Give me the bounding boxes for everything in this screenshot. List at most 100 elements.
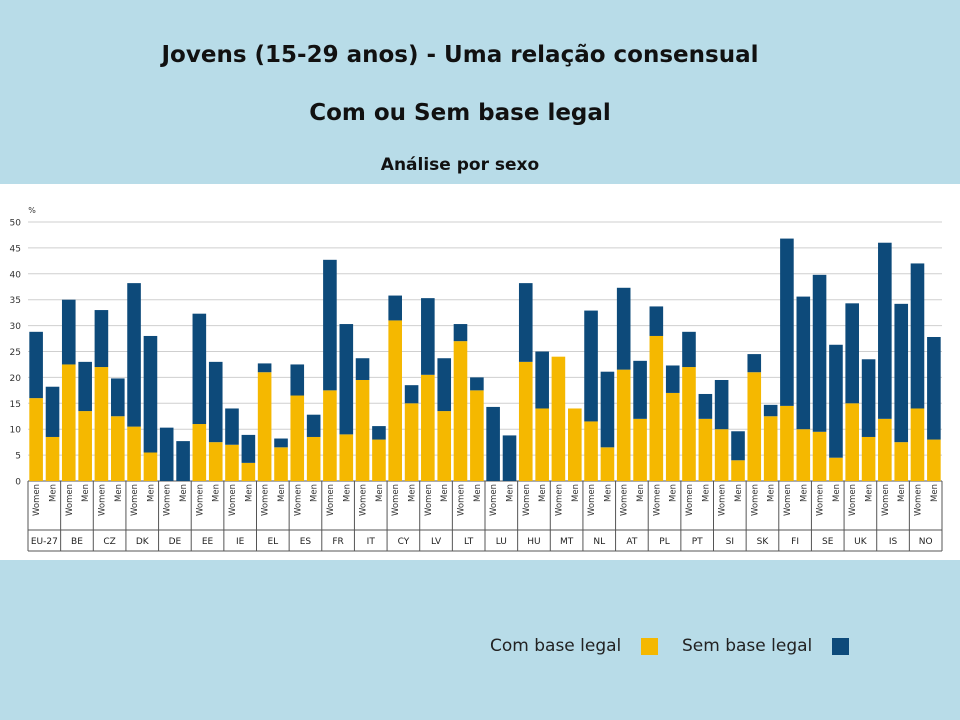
x-category-label: LU <box>496 537 507 547</box>
x-category-label: NL <box>593 537 605 547</box>
bar-com-base-legal <box>372 440 386 481</box>
slide-subtitle: Com ou Sem base legal <box>0 100 920 126</box>
bar-sem-base-legal <box>780 239 794 406</box>
x-sub-label: Men <box>440 484 450 502</box>
bar-sem-base-legal <box>144 336 158 453</box>
bar-com-base-legal <box>911 408 925 481</box>
bar-com-base-legal <box>552 357 566 481</box>
x-category-label: BE <box>71 537 83 547</box>
bar-sem-base-legal <box>127 283 141 426</box>
bar-com-base-legal <box>813 432 827 481</box>
x-sub-label: Men <box>669 484 679 502</box>
x-sub-label: Women <box>554 484 564 516</box>
x-sub-label: Men <box>408 484 418 502</box>
x-sub-label: Women <box>359 484 369 516</box>
x-sub-label: Women <box>97 484 107 516</box>
x-sub-label: Men <box>767 484 777 502</box>
bar-sem-base-legal <box>829 345 843 458</box>
bar-com-base-legal <box>78 411 92 481</box>
x-sub-label: Women <box>489 484 499 516</box>
legend-swatch-sem <box>832 638 849 655</box>
bar-com-base-legal <box>747 372 761 481</box>
bar-com-base-legal <box>584 421 598 481</box>
x-sub-label: Women <box>391 484 401 516</box>
bar-sem-base-legal <box>927 337 941 440</box>
x-sub-label: Women <box>456 484 466 516</box>
bar-sem-base-legal <box>242 435 256 463</box>
bar-com-base-legal <box>633 419 647 481</box>
x-sub-label: Men <box>930 484 940 502</box>
y-tick-label: 30 <box>10 322 22 332</box>
y-tick-label: 45 <box>10 244 21 254</box>
x-sub-label: Women <box>293 484 303 516</box>
bar-com-base-legal <box>405 403 419 481</box>
bar-com-base-legal <box>862 437 876 481</box>
bar-com-base-legal <box>437 411 451 481</box>
x-sub-label: Women <box>881 484 891 516</box>
bar-com-base-legal <box>421 375 435 481</box>
bar-sem-base-legal <box>894 304 908 442</box>
bar-sem-base-legal <box>747 354 761 372</box>
x-category-label: PT <box>692 537 703 547</box>
bar-com-base-legal <box>111 416 125 481</box>
stacked-bar-chart: 0 5 10 15 20 25 30 35 40 45 50% Women Men Women Men Wom… <box>0 184 960 560</box>
x-category-label: EL <box>267 537 278 547</box>
x-sub-label: Men <box>212 484 222 502</box>
legend-label-com: Com base legal <box>490 636 621 656</box>
x-sub-label: Men <box>179 484 189 502</box>
bar-com-base-legal <box>764 416 778 481</box>
bar-sem-base-legal <box>813 275 827 432</box>
bar-com-base-legal <box>95 367 109 481</box>
bar-com-base-legal <box>535 408 549 481</box>
x-sub-label: Men <box>636 484 646 502</box>
x-category-label: SE <box>822 537 834 547</box>
bar-sem-base-legal <box>666 365 680 392</box>
bar-com-base-legal <box>568 408 582 481</box>
x-category-label: HU <box>527 537 540 547</box>
bar-sem-base-legal <box>437 358 451 411</box>
bar-sem-base-legal <box>160 428 174 481</box>
bar-com-base-legal <box>617 370 631 481</box>
bar-sem-base-legal <box>405 385 419 403</box>
x-sub-label: Men <box>571 484 581 502</box>
bar-sem-base-legal <box>258 363 272 372</box>
x-sub-label: Men <box>538 484 548 502</box>
y-tick-label: 20 <box>10 374 22 384</box>
y-tick-label: 25 <box>10 348 21 358</box>
x-category-label: UK <box>854 537 868 547</box>
x-category-label: IS <box>889 537 898 547</box>
bar-com-base-legal <box>519 362 533 481</box>
x-sub-label: Women <box>848 484 858 516</box>
x-sub-label: Women <box>228 484 238 516</box>
bar-com-base-legal <box>144 453 158 481</box>
bar-sem-base-legal <box>95 310 109 367</box>
bar-com-base-legal <box>666 393 680 481</box>
x-sub-label: Men <box>244 484 254 502</box>
bar-com-base-legal <box>209 442 223 481</box>
bar-sem-base-legal <box>535 352 549 409</box>
x-category-label: IE <box>236 537 245 547</box>
y-axis-label: % <box>28 206 36 215</box>
bar-com-base-legal <box>731 460 745 481</box>
bar-sem-base-legal <box>682 332 696 367</box>
bar-com-base-legal <box>878 419 892 481</box>
x-sub-label: Men <box>603 484 613 502</box>
bar-sem-base-legal <box>307 415 321 437</box>
x-sub-label: Women <box>718 484 728 516</box>
x-sub-label: Women <box>32 484 42 516</box>
bar-com-base-legal <box>127 427 141 481</box>
bar-com-base-legal <box>780 406 794 481</box>
bar-com-base-legal <box>323 390 337 481</box>
x-sub-label: Women <box>620 484 630 516</box>
bar-com-base-legal <box>650 336 664 481</box>
chart-panel: 0 5 10 15 20 25 30 35 40 45 50% Women Men Women Men Wom… <box>0 184 960 560</box>
bar-com-base-legal <box>62 364 76 481</box>
bar-com-base-legal <box>454 341 468 481</box>
slide-title: Jovens (15-29 anos) - Uma relação consen… <box>0 42 920 68</box>
bar-sem-base-legal <box>388 296 402 321</box>
x-category-label: FR <box>332 537 343 547</box>
x-sub-label: Men <box>310 484 320 502</box>
bar-sem-base-legal <box>584 311 598 422</box>
x-sub-label: Women <box>130 484 140 516</box>
bar-sem-base-legal <box>486 407 500 481</box>
